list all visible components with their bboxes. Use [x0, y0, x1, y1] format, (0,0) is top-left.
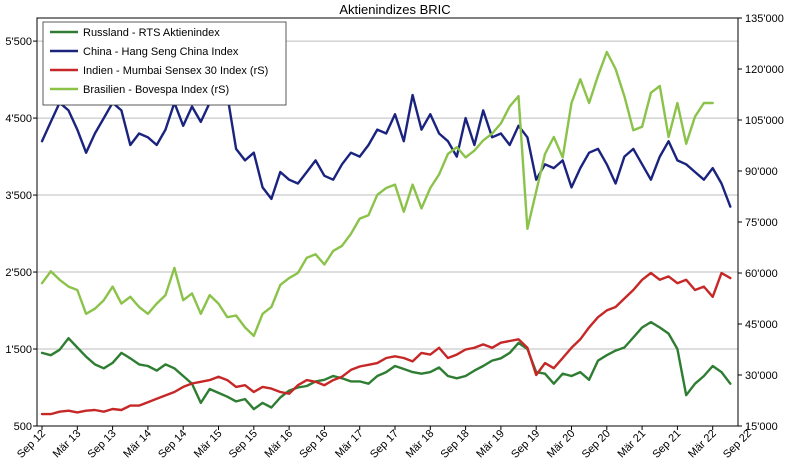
right-tick-label: 135'000 — [745, 13, 784, 25]
x-tick-label: Sep 19 — [509, 428, 542, 461]
left-y-axis: 500 1'500 2'500 3'500 4'500 5'500 — [5, 36, 37, 433]
left-tick-label: 4'500 — [5, 113, 32, 125]
x-tick-label: Mär 15 — [192, 428, 225, 461]
series-line — [40, 271, 732, 416]
x-tick-label: Mär 13 — [51, 428, 84, 461]
legend-box — [42, 21, 287, 106]
legend: Russland - RTS Aktienindex China - Hang S… — [42, 21, 287, 106]
right-tick-label: 105'000 — [745, 115, 784, 127]
legend-label: China - Hang Seng China Index — [83, 46, 239, 58]
x-tick-label: Mär 16 — [263, 428, 296, 461]
series-line — [40, 78, 732, 208]
left-tick-label: 500 — [14, 421, 32, 433]
x-axis: Sep 12 Mär 13 Sep 13 Mär 14 Sep 14 Mär 15 Sep … — [15, 426, 754, 461]
series-line — [40, 50, 714, 338]
right-tick-label: 60'000 — [745, 268, 778, 280]
x-tick-label: Mär 18 — [404, 428, 437, 461]
x-tick-label: Sep 15 — [227, 428, 260, 461]
x-tick-label: Mär 19 — [474, 428, 507, 461]
left-tick-label: 5'500 — [5, 36, 32, 48]
x-tick-label: Sep 18 — [439, 428, 472, 461]
left-tick-label: 3'500 — [5, 190, 32, 202]
x-tick-label: Sep 21 — [650, 428, 683, 461]
x-tick-label: Sep 16 — [297, 428, 330, 461]
x-tick-label: Mär 17 — [333, 428, 366, 461]
x-tick-label: Mär 21 — [616, 428, 649, 461]
series-lines — [40, 50, 732, 416]
x-tick-label: Sep 13 — [86, 428, 119, 461]
chart-title: Aktienindizes BRIC — [339, 2, 450, 17]
x-tick-label: Sep 14 — [156, 428, 189, 461]
legend-label: Indien - Mumbai Sensex 30 Index (rS) — [83, 65, 268, 77]
x-tick-label: Mär 14 — [121, 428, 154, 461]
right-tick-label: 75'000 — [745, 217, 778, 229]
legend-label: Russland - RTS Aktienindex — [83, 27, 220, 39]
right-tick-label: 15'000 — [745, 421, 778, 433]
left-tick-label: 1'500 — [5, 344, 32, 356]
right-tick-label: 120'000 — [745, 64, 784, 76]
series-line — [40, 320, 732, 411]
left-tick-label: 2'500 — [5, 267, 32, 279]
right-tick-label: 30'000 — [745, 370, 778, 382]
x-tick-label: Mär 22 — [686, 428, 719, 461]
x-tick-label: Sep 22 — [721, 428, 754, 461]
legend-label: Brasilien - Bovespa Index (rS) — [83, 84, 229, 96]
x-tick-label: Sep 20 — [580, 428, 613, 461]
right-y-axis: 15'000 30'000 45'000 60'000 75'000 90'000 105'… — [738, 13, 784, 433]
right-tick-label: 45'000 — [745, 319, 778, 331]
x-tick-label: Sep 17 — [368, 428, 401, 461]
x-tick-label: Mär 20 — [545, 428, 578, 461]
right-tick-label: 90'000 — [745, 166, 778, 178]
